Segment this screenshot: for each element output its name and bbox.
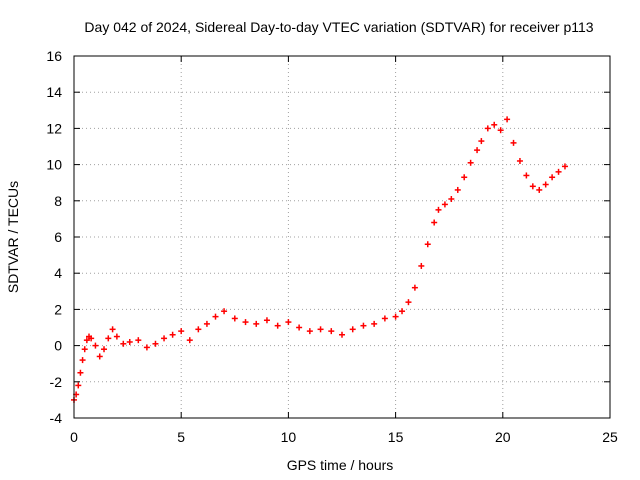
x-tick-label: 15 [388, 429, 404, 445]
data-point [296, 324, 303, 331]
x-tick-label: 20 [495, 429, 511, 445]
data-point [79, 357, 86, 364]
data-point [523, 172, 530, 179]
x-axis-label: GPS time / hours [287, 457, 394, 473]
data-point [478, 138, 485, 145]
data-point [88, 335, 95, 342]
data-point [349, 326, 356, 333]
data-point [231, 315, 238, 322]
data-point [113, 333, 120, 340]
data-point [126, 338, 133, 345]
data-point [135, 337, 142, 344]
data-point [405, 299, 412, 306]
data-point [441, 201, 448, 208]
y-tick-label: 16 [46, 48, 62, 64]
data-point [467, 159, 474, 166]
y-tick-label: 4 [54, 265, 62, 281]
data-point [152, 340, 159, 347]
y-tick-label: 10 [46, 157, 62, 173]
data-point [411, 284, 418, 291]
data-point [516, 157, 523, 164]
data-point [555, 168, 562, 175]
data-point [81, 346, 88, 353]
data-point [536, 186, 543, 193]
data-point [491, 121, 498, 128]
data-point [186, 337, 193, 344]
data-point [169, 331, 176, 338]
data-point [360, 322, 367, 329]
data-point [221, 308, 228, 315]
data-point [285, 319, 292, 326]
grid-lines [74, 56, 610, 418]
data-point [75, 382, 82, 389]
y-tick-label: 6 [54, 229, 62, 245]
data-point [435, 206, 442, 213]
data-point [317, 326, 324, 333]
data-point [143, 344, 150, 351]
data-point [549, 174, 556, 181]
data-point [484, 125, 491, 132]
x-tick-label: 10 [281, 429, 297, 445]
data-point [195, 326, 202, 333]
data-point [328, 328, 335, 335]
x-tick-label: 0 [70, 429, 78, 445]
data-point [454, 186, 461, 193]
data-point [178, 328, 185, 335]
y-tick-label: 12 [46, 120, 62, 136]
data-point [120, 340, 127, 347]
data-point [448, 195, 455, 202]
x-tick-label: 5 [177, 429, 185, 445]
data-point [371, 320, 378, 327]
data-point [83, 337, 90, 344]
y-tick-label: 8 [54, 193, 62, 209]
data-point [92, 342, 99, 349]
data-point [339, 331, 345, 338]
chart-title: Day 042 of 2024, Sidereal Day-to-day VTE… [84, 19, 593, 35]
data-point [399, 308, 406, 315]
data-point [96, 353, 103, 360]
data-point [529, 183, 536, 190]
data-point [381, 315, 388, 322]
y-tick-label: 0 [54, 338, 62, 354]
data-point [424, 241, 431, 248]
data-series [71, 116, 568, 403]
data-point [306, 328, 313, 335]
data-point [161, 335, 168, 342]
y-tick-label: 14 [46, 84, 62, 100]
data-point [203, 320, 210, 327]
data-point [510, 139, 517, 146]
y-tick-label: 2 [54, 301, 62, 317]
data-point [504, 116, 511, 123]
data-point [263, 317, 270, 324]
data-point [561, 163, 568, 170]
data-point [242, 319, 249, 326]
data-point [542, 181, 549, 188]
y-tick-label: -2 [50, 374, 63, 390]
data-point [77, 369, 84, 376]
axis-ticks: 0 5 10 15 20 25 -4 -2 0 2 4 6 8 10 12 14 16 [46, 48, 618, 445]
data-point [109, 326, 116, 333]
data-point [274, 322, 281, 329]
data-point [418, 262, 425, 269]
data-point [431, 219, 438, 226]
data-point [105, 335, 112, 342]
data-point [474, 147, 481, 154]
data-point [253, 320, 260, 327]
x-tick-label: 25 [602, 429, 618, 445]
data-point [212, 313, 219, 320]
data-point [101, 346, 108, 353]
data-point [461, 174, 468, 181]
y-axis-label: SDTVAR / TECUs [5, 181, 21, 293]
data-point [392, 313, 399, 320]
y-tick-label: -4 [50, 410, 63, 426]
data-point [497, 127, 504, 134]
